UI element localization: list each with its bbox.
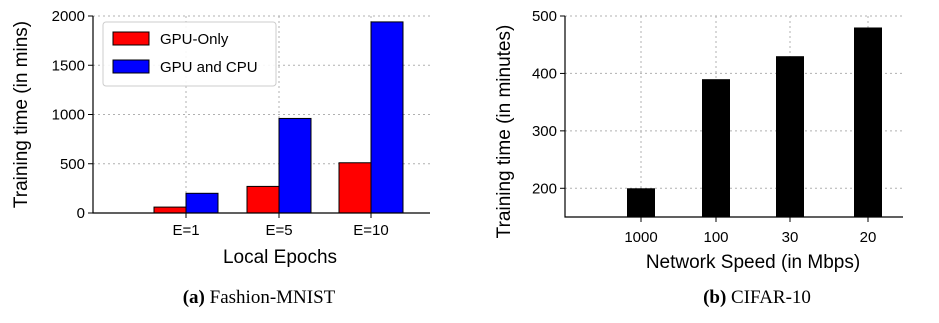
chart-a-caption-text: Fashion-MNIST <box>205 287 336 308</box>
bar-100-mbps <box>702 79 730 218</box>
chart-a-legend: GPU-Only GPU and CPU <box>102 21 277 87</box>
x-tick-label: E=10 <box>353 222 388 239</box>
legend-label: GPU and CPU <box>160 59 258 76</box>
bar-30-mbps <box>776 56 804 218</box>
chart-b-grid <box>565 15 903 217</box>
legend-swatch <box>112 59 150 74</box>
chart-b-x-ticks: 1000 100 30 20 <box>624 217 876 246</box>
chart-a-x-label: Local Epochs <box>223 247 337 268</box>
chart-b-axes <box>564 16 903 218</box>
y-tick-label: 500 <box>532 8 557 25</box>
legend-label: GPU-Only <box>160 31 229 48</box>
y-tick-label: 400 <box>532 65 557 82</box>
chart-a-bars <box>153 21 404 214</box>
chart-a-y-label: Training time (in mins) <box>11 21 32 208</box>
chart-b-caption-text: CIFAR-10 <box>726 287 811 308</box>
chart-a-caption-label: (a) <box>183 287 205 308</box>
bar-gpu-only-e10 <box>338 162 372 214</box>
x-tick-label: E=5 <box>265 222 292 239</box>
bar-gpu-and-cpu-e1 <box>185 192 219 214</box>
y-tick-label: 500 <box>60 156 85 173</box>
x-tick-label: E=1 <box>172 222 199 239</box>
x-tick-label: 30 <box>782 229 799 246</box>
x-tick-label: 20 <box>860 229 877 246</box>
chart-b-y-label: Training time (in minutes) <box>494 25 515 239</box>
chart-b-y-ticks: 200 300 400 500 <box>532 8 565 197</box>
bar-1000-mbps <box>627 188 655 217</box>
bar-gpu-only-e1 <box>153 206 187 214</box>
chart-b-bars <box>627 27 882 218</box>
x-tick-label: 1000 <box>624 229 657 246</box>
x-tick-label: 100 <box>703 229 728 246</box>
chart-a-caption: (a) Fashion-MNIST <box>183 287 336 308</box>
y-tick-label: 0 <box>77 205 85 222</box>
bar-20-mbps <box>854 27 882 217</box>
y-tick-label: 1500 <box>52 57 85 74</box>
chart-a-x-ticks: E=1 E=5 E=10 <box>172 213 389 239</box>
chart-a-y-ticks: 0 500 1000 1500 2000 <box>52 8 93 222</box>
chart-b-x-label: Network Speed (in Mbps) <box>646 252 860 273</box>
y-tick-label: 2000 <box>52 8 85 25</box>
bar-gpu-and-cpu-e5 <box>278 117 312 214</box>
chart-fashion-mnist: 0 500 1000 1500 2000 E=1 E=5 E=10 Local Epochs… <box>11 8 430 308</box>
chart-b-caption: (b) CIFAR-10 <box>703 287 811 308</box>
y-tick-label: 200 <box>532 180 557 197</box>
chart-cifar-10: 200 300 400 500 1000 100 30 20 Network Speed (… <box>494 8 903 308</box>
bar-gpu-only-e5 <box>246 185 280 214</box>
legend-swatch <box>112 31 150 46</box>
bar-gpu-and-cpu-e10 <box>370 21 404 214</box>
y-tick-label: 1000 <box>52 107 85 124</box>
chart-b-caption-label: (b) <box>703 287 726 308</box>
y-tick-label: 300 <box>532 123 557 140</box>
